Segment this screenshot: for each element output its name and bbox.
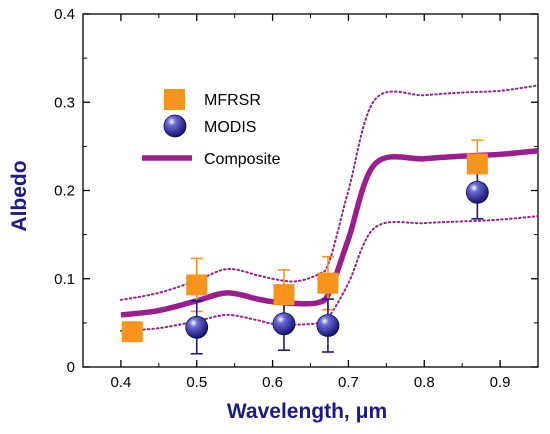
modis-point (465, 180, 489, 204)
x-tick-label: 0.8 (414, 374, 435, 391)
mfrsr-point (273, 284, 295, 306)
y-axis-title: Albedo (8, 160, 31, 231)
legend-label-mfrsr: MFRSR (204, 92, 261, 109)
x-tick-label: 0.6 (262, 374, 283, 391)
mfrsr-point (466, 153, 488, 175)
legend-label-modis: MODIS (204, 119, 256, 136)
x-tick-label: 0.7 (338, 374, 359, 391)
x-tick-label: 0.9 (490, 374, 511, 391)
legend-modis-marker (163, 114, 187, 138)
y-tick-label: 0 (67, 359, 75, 376)
mfrsr-point (317, 272, 339, 294)
modis-point (316, 314, 340, 337)
mfrsr-point (186, 274, 208, 296)
x-axis-title: Wavelength, μm (227, 400, 387, 423)
legend: MFRSR MODIS Composite (142, 89, 281, 168)
composite-line-group (120, 148, 539, 318)
y-tick-label: 0.2 (54, 183, 75, 200)
composite-upper-bound (119, 84, 539, 301)
mfrsr-point (121, 321, 143, 343)
modis-point (272, 312, 296, 336)
x-tick-label: 0.4 (110, 374, 131, 391)
x-tick-label: 0.5 (186, 374, 207, 391)
y-tick-label: 0.3 (54, 94, 75, 111)
data-markers (121, 153, 489, 343)
y-tick-label: 0.4 (54, 6, 75, 23)
axes: 0.4 0.5 0.6 0.7 0.8 0.9 0 0.1 0.2 0.3 0.4 (54, 6, 539, 391)
y-tick-label: 0.1 (54, 271, 75, 288)
legend-mfrsr-marker (164, 89, 185, 110)
modis-point (185, 315, 209, 339)
legend-label-composite: Composite (204, 151, 281, 168)
composite-line (120, 148, 539, 318)
